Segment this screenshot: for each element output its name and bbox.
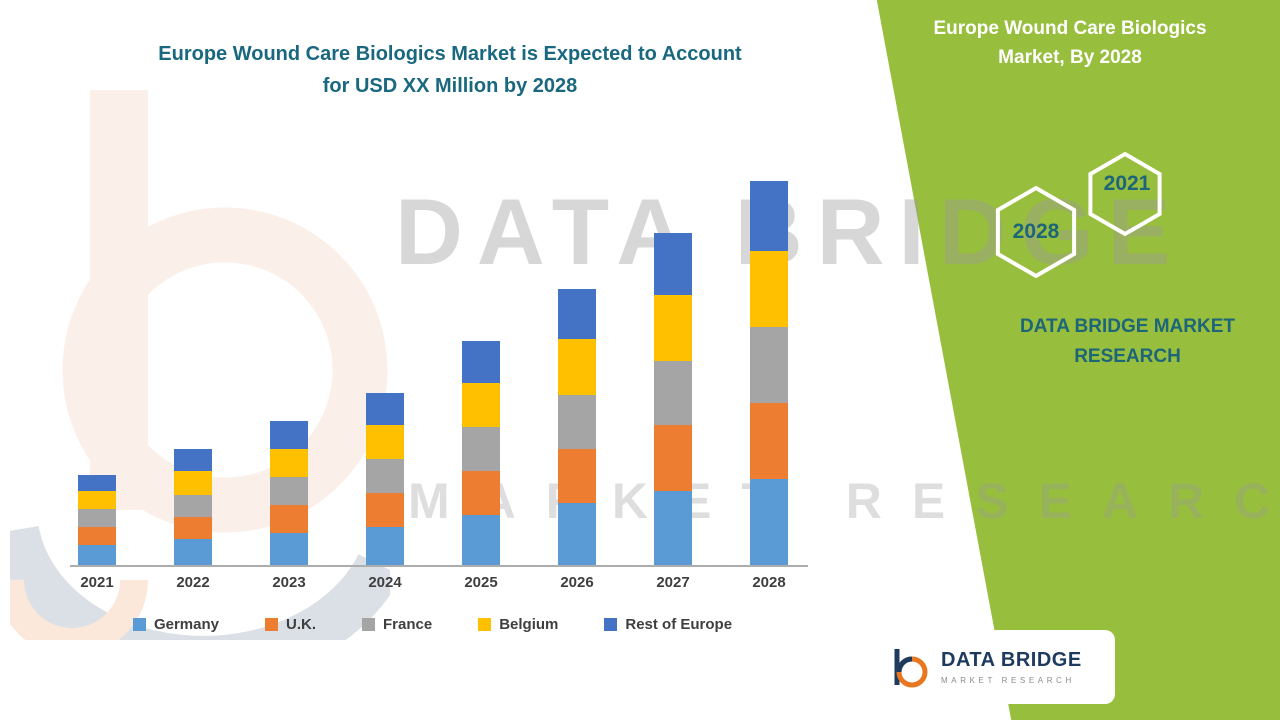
x-axis-label-2024: 2024 <box>368 574 402 591</box>
logo-subtext: MARKET RESEARCH <box>941 676 1075 685</box>
bar-segment-germany <box>270 533 308 565</box>
brand-text-line1: DATA BRIDGE MARKET <box>1020 316 1235 337</box>
legend-item-france: France <box>361 616 433 633</box>
bar-segment-belgium <box>654 295 692 361</box>
bar-segment-france <box>366 459 404 493</box>
hexagon-year-2021: 2021 <box>1103 172 1151 195</box>
bar-segment-germany <box>174 539 212 565</box>
bar-2023 <box>270 421 308 565</box>
legend-swatch <box>132 618 146 631</box>
chart-title-line1: Europe Wound Care Biologics Market is Ex… <box>158 43 742 65</box>
legend-label: Rest of Europe <box>625 616 733 633</box>
bar-segment-belgium <box>558 339 596 395</box>
bar-2025 <box>462 341 500 565</box>
watermark-logo <box>10 90 390 640</box>
bar-segment-rest-of-europe <box>366 393 404 425</box>
bar-segment-rest-of-europe <box>654 233 692 295</box>
bar-segment-u-k- <box>78 527 116 545</box>
data-bridge-logo-icon <box>894 649 928 688</box>
x-axis-label-2026: 2026 <box>560 574 594 591</box>
legend-label: Germany <box>153 616 219 633</box>
logo-text: DATA BRIDGE MARKET RESEARCH <box>941 649 1082 685</box>
x-axis-line <box>70 565 808 567</box>
legend-label: U.K. <box>285 616 316 633</box>
watermark-text-sub: MARKET RESEARCH <box>408 473 1280 529</box>
bar-segment-rest-of-europe <box>750 181 788 251</box>
logo-name: DATA BRIDGE <box>941 649 1082 671</box>
bar-segment-rest-of-europe <box>174 449 212 471</box>
bar-segment-belgium <box>174 471 212 495</box>
bar-segment-france <box>462 427 500 471</box>
legend-swatch <box>361 618 375 631</box>
x-axis-label-2023: 2023 <box>272 574 306 591</box>
bar-segment-belgium <box>366 425 404 459</box>
x-axis-label-2025: 2025 <box>464 574 498 591</box>
bar-segment-france <box>78 509 116 527</box>
bar-segment-france <box>270 477 308 505</box>
x-axis-labels: 2021 2022 2023 2024 2025 2026 2027 2028 <box>75 574 805 596</box>
hexagon-badges <box>995 151 1162 279</box>
bar-segment-germany <box>558 503 596 565</box>
bar-segment-germany <box>462 515 500 565</box>
legend-swatch <box>604 618 618 631</box>
x-axis-label-2022: 2022 <box>176 574 210 591</box>
bar-segment-rest-of-europe <box>462 341 500 383</box>
bar-segment-rest-of-europe <box>78 475 116 491</box>
company-logo: DATA BRIDGE MARKET RESEARCH <box>875 630 1115 704</box>
hexagon-year-2028: 2028 <box>1012 220 1060 243</box>
bar-segment-rest-of-europe <box>558 289 596 339</box>
legend-label: France <box>382 616 433 633</box>
bar-2024 <box>366 393 404 565</box>
bar-segment-belgium <box>270 449 308 477</box>
panel-title-line1: Europe Wound Care Biologics <box>933 18 1207 39</box>
bar-segment-u-k- <box>462 471 500 515</box>
bar-segment-france <box>558 395 596 449</box>
bar-segment-belgium <box>462 383 500 427</box>
chart-title: Europe Wound Care Biologics Market is Ex… <box>90 38 810 103</box>
brand-text: DATA BRIDGE MARKET RESEARCH <box>1000 312 1255 373</box>
brand-text-line2: RESEARCH <box>1074 346 1181 368</box>
bar-2021 <box>78 475 116 565</box>
bar-segment-u-k- <box>558 449 596 503</box>
hexagon-2021-outline <box>1088 151 1162 237</box>
bar-segment-germany <box>750 479 788 565</box>
bar-2027 <box>654 233 692 565</box>
bar-segment-u-k- <box>654 425 692 491</box>
bar-segment-france <box>654 361 692 425</box>
bar-segment-france <box>750 327 788 403</box>
legend-swatch <box>478 618 492 631</box>
chart-legend: Germany U.K. France Belgium Rest of Europe <box>60 616 805 633</box>
legend-item-u-k-: U.K. <box>264 616 316 633</box>
bar-segment-france <box>174 495 212 517</box>
x-axis-label-2027: 2027 <box>656 574 690 591</box>
panel-title-line2: Market, By 2028 <box>998 47 1142 69</box>
hexagon-2028-outline <box>995 185 1077 279</box>
bar-segment-germany <box>78 545 116 565</box>
bar-2026 <box>558 289 596 565</box>
x-axis-label-2028: 2028 <box>752 574 786 591</box>
bar-segment-belgium <box>750 251 788 327</box>
bar-segment-u-k- <box>174 517 212 539</box>
chart-title-line2: for USD XX Million by 2028 <box>322 75 578 98</box>
bar-segment-u-k- <box>750 403 788 479</box>
bar-2022 <box>174 449 212 565</box>
bar-2028 <box>750 181 788 565</box>
bar-segment-u-k- <box>366 493 404 527</box>
bar-segment-rest-of-europe <box>270 421 308 449</box>
bar-chart-plot <box>75 165 805 565</box>
legend-item-germany: Germany <box>132 616 219 633</box>
bar-segment-belgium <box>78 491 116 509</box>
x-axis-label-2021: 2021 <box>80 574 114 591</box>
legend-item-belgium: Belgium <box>478 616 558 633</box>
bar-segment-u-k- <box>270 505 308 533</box>
bar-segment-germany <box>654 491 692 565</box>
legend-item-rest-of-europe: Rest of Europe <box>604 616 732 633</box>
legend-swatch <box>264 618 278 631</box>
panel-title: Europe Wound Care Biologics Market, By 2… <box>905 14 1235 73</box>
legend-label: Belgium <box>499 616 559 633</box>
bar-segment-germany <box>366 527 404 565</box>
